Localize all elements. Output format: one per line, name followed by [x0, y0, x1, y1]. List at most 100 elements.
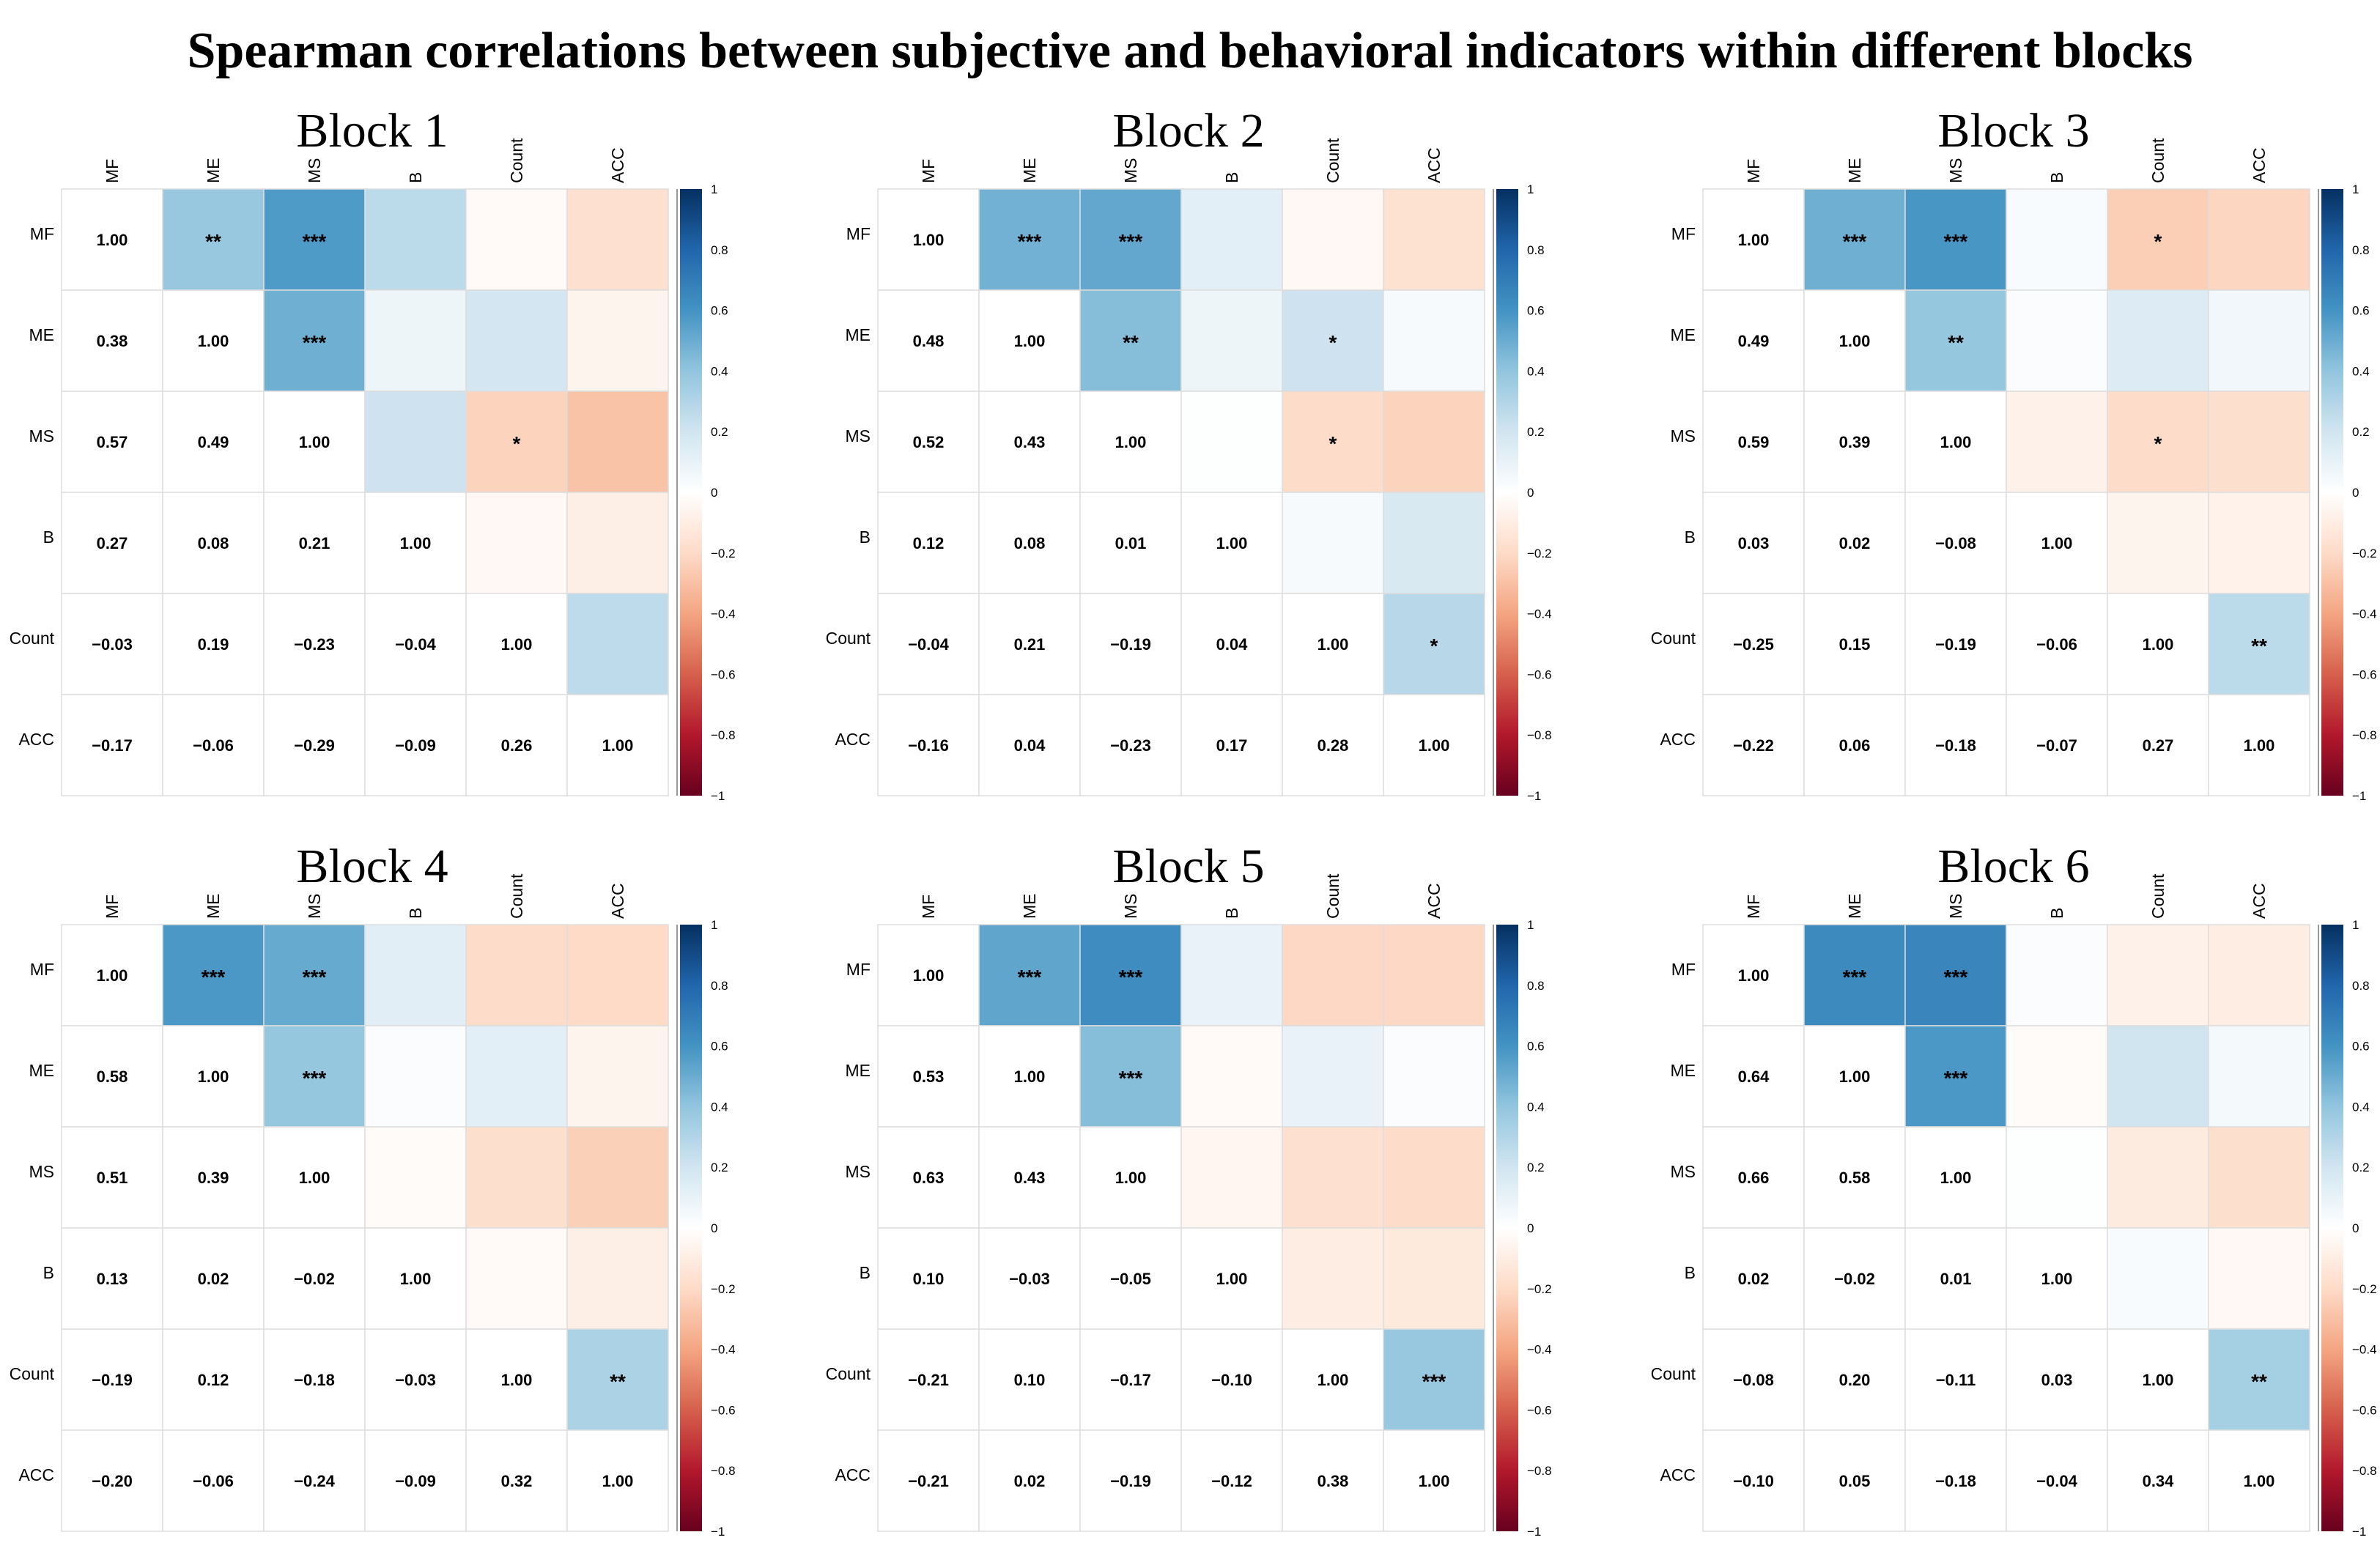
colorbar-tick-label: −0.4: [711, 1343, 736, 1357]
heatmap-panel: Block 6 1.00 *** *** 0.64 1.00 *** 0.66 0.58 1.00…: [1651, 840, 2377, 1539]
heatmap-cell: [1904, 1429, 2007, 1532]
correlation-value: 0.58: [97, 1068, 128, 1086]
correlation-value: 1.00: [501, 635, 533, 654]
heatmap-cell: [1702, 1429, 1805, 1532]
column-label: ACC: [608, 883, 627, 919]
correlation-value: 0.19: [198, 635, 229, 654]
correlation-value: −0.21: [908, 1472, 949, 1490]
row-label: Count: [826, 629, 871, 648]
column-label: ME: [204, 894, 223, 920]
heatmap-cell: [877, 1227, 980, 1330]
column-label: MF: [103, 895, 122, 919]
correlation-value: −0.05: [1110, 1270, 1151, 1288]
heatmap-cell: [364, 1025, 467, 1128]
colorbar: [680, 189, 702, 796]
heatmap-cell: [162, 593, 265, 695]
correlation-value: −0.23: [1110, 736, 1151, 755]
correlation-value: 1.00: [1318, 1371, 1349, 1389]
correlation-value: 1.00: [1940, 1169, 1972, 1187]
significance-stars: ***: [1018, 966, 1042, 988]
column-label: MF: [103, 159, 122, 183]
correlation-value: 1.00: [1014, 1068, 1046, 1086]
correlation-value: 0.59: [1738, 433, 1770, 451]
heatmap-cell: [877, 694, 980, 796]
heatmap-cell: [566, 1025, 669, 1128]
heatmap-cell: [162, 492, 265, 594]
correlation-value: −0.16: [908, 736, 949, 755]
heatmap-cell: [364, 188, 467, 291]
heatmap-cell: [2208, 1126, 2310, 1229]
colorbar-tick-label: 1: [2352, 918, 2359, 932]
colorbar-tick-label: −0.2: [2352, 1282, 2377, 1296]
correlation-value: −0.19: [1935, 635, 1976, 654]
heatmap-cell: [2107, 188, 2209, 291]
correlation-value: 1.00: [299, 1169, 330, 1187]
colorbar-tick-label: −0.2: [1527, 1282, 1552, 1296]
correlation-value: 1.00: [1216, 1270, 1248, 1288]
column-label: MS: [1121, 158, 1140, 184]
heatmap-cell: [465, 593, 568, 695]
colorbar: [2321, 189, 2343, 796]
colorbar: [2321, 925, 2343, 1531]
heatmap-panels: Block 11.00 ** ***0.38 1.00 ***0.57 0.49 1.00 *…: [10, 104, 2377, 1539]
colorbar-tick-label: −0.4: [2352, 1343, 2377, 1357]
heatmap-cell: [877, 391, 980, 493]
colorbar-tick-label: 0.4: [1527, 364, 1545, 378]
heatmap-cell: [2006, 1126, 2108, 1229]
column-label: MS: [1121, 894, 1140, 920]
heatmap-cell: [1803, 694, 1906, 796]
colorbar-tick-label: −1: [2352, 789, 2366, 803]
row-label: B: [860, 528, 871, 547]
significance-stars: ***: [303, 230, 327, 253]
colorbar-tick-label: −0.4: [1527, 607, 1552, 621]
correlation-value: −0.25: [1733, 635, 1774, 654]
correlation-value: −0.17: [1110, 1371, 1151, 1389]
correlation-value: 0.43: [1014, 1169, 1046, 1187]
heatmap-cell: [978, 1025, 1081, 1128]
heatmap-cell: [2208, 1025, 2310, 1128]
heatmap-cell: [263, 1227, 366, 1330]
heatmap-cell: [1079, 1328, 1182, 1431]
colorbar-tick-label: 0.2: [711, 425, 728, 439]
correlation-value: −0.03: [1009, 1270, 1050, 1288]
heatmap-cell: [1904, 1328, 2007, 1431]
column-label: MS: [305, 894, 324, 920]
heatmap-cell: [1904, 1025, 2007, 1128]
correlation-value: 1.00: [97, 966, 128, 985]
heatmap-cell: [1383, 1328, 1485, 1431]
heatmap-cell: [1904, 188, 2007, 291]
heatmap-cell: [566, 1328, 669, 1431]
heatmap-cell: [877, 1025, 980, 1128]
row-label: MF: [846, 960, 871, 979]
heatmap-cell: [1383, 1429, 1485, 1532]
heatmap-cell: [1180, 1328, 1283, 1431]
colorbar-tick-label: −0.4: [711, 607, 736, 621]
correlation-value: −0.11: [1936, 1371, 1976, 1389]
colorbar-tick-label: −0.8: [711, 1464, 736, 1478]
row-label: MF: [1671, 960, 1696, 979]
correlation-value: 1.00: [2041, 534, 2073, 552]
heatmap-cell: [263, 593, 366, 695]
row-label: MS: [846, 426, 871, 445]
heatmap-cell: [566, 1227, 669, 1330]
heatmap-cell: [1282, 1126, 1384, 1229]
heatmap-cell: [566, 1429, 669, 1532]
colorbar-tick-label: 0.8: [1527, 979, 1545, 993]
row-label: MF: [30, 960, 54, 979]
heatmap-cell: [978, 1328, 1081, 1431]
correlation-value: 0.34: [2143, 1472, 2175, 1490]
heatmap-cell: [364, 289, 467, 392]
colorbar-tick-label: −0.6: [2352, 1403, 2377, 1417]
heatmap-cell: [263, 1025, 366, 1128]
correlation-value: 0.39: [198, 1169, 229, 1187]
heatmap-cell: [364, 1227, 467, 1330]
colorbar-tick-label: −1: [711, 789, 725, 803]
correlation-value: 1.00: [1738, 966, 1770, 985]
heatmap-cell: [1803, 924, 1906, 1026]
heatmap-cell: [877, 1429, 980, 1532]
correlation-value: −0.29: [294, 736, 335, 755]
correlation-value: 1.00: [1839, 1068, 1871, 1086]
heatmap-cell: [162, 694, 265, 796]
colorbar-tick-label: −0.2: [2352, 547, 2377, 560]
correlation-value: 0.43: [1014, 433, 1046, 451]
